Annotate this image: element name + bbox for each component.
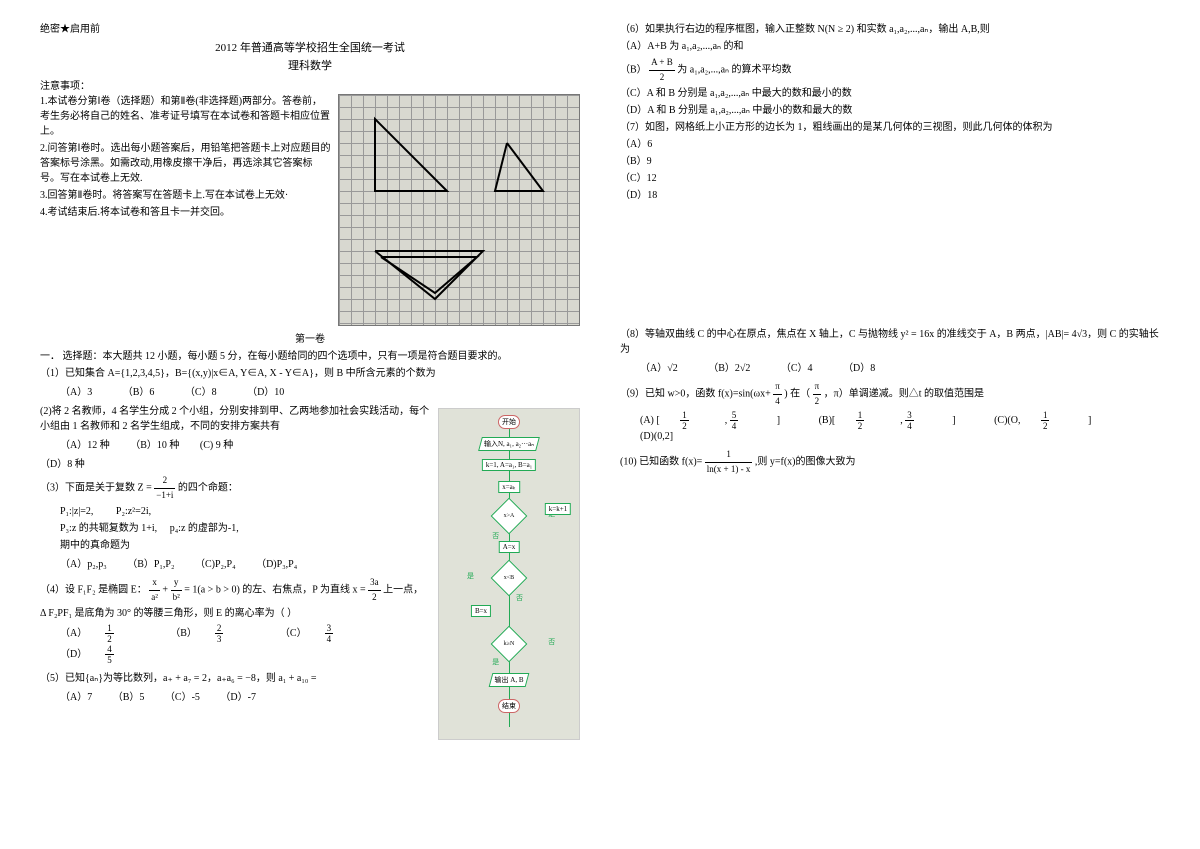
q4-opt-d: （D）45 [60, 644, 150, 665]
q8-text: （8）等轴双曲线 C 的中心在原点，焦点在 X 轴上，C 与抛物线 y² = 1… [620, 327, 1160, 357]
q7-opt-d: （D）18 [620, 188, 1160, 203]
q7-opt-b: （B）9 [620, 154, 1160, 169]
q6-opt-b: （B） A + B2 为 a₁,a₂,...,aₙ 的算术平均数 [620, 56, 1160, 84]
fc-cond-xB: x<B [491, 560, 528, 597]
q9-opt-b: (B)[ 12, 34 ] [819, 410, 974, 431]
q7-opt-a: （A）6 [620, 137, 1160, 152]
notice-head: 注意事项： [40, 77, 580, 92]
q3-frac: 2−1+i [154, 474, 175, 502]
fc-setA: A=x [499, 541, 520, 553]
fc-no-2: 否 [516, 593, 523, 603]
q1-opt-d: （D）10 [247, 383, 284, 398]
q3-opt-b: （B）P₁,P₂ [127, 555, 174, 570]
q1-opt-c: （C）8 [185, 383, 217, 398]
q1-text: （1）已知集合 A={1,2,3,4,5}，B={(x,y)|x∈A, Y∈A,… [40, 366, 580, 381]
fc-end: 结束 [498, 699, 520, 713]
fc-no-3: 否 [548, 637, 555, 647]
q2-opt-b: （B）10 种 [130, 436, 179, 451]
q10-text: (10) 已知函数 f(x)= 1ln(x + 1) - x ,则 y=f(x)… [620, 448, 1160, 476]
q3-opt-c: （C)P₂,P₄ [195, 555, 236, 570]
fc-no-1: 否 [492, 531, 499, 541]
q6-text: （6）如果执行右边的程序框图，输入正整数 N(N ≥ 2) 和实数 a₁,a₂,… [620, 22, 1160, 37]
q5-opt-c: （C）-5 [165, 688, 200, 703]
q9-text: （9）已知 w>0，函数 f(x)=sin(ωx+ π4 ) 在（ π2 ，π）… [620, 380, 1160, 408]
q3-opt-a: （A）p₂,p₃ [60, 555, 107, 570]
q4-opt-a: （A）12 [60, 623, 150, 644]
fc-start: 开始 [498, 415, 520, 429]
q7-text: （7）如图，网格纸上小正方形的边长为 1，粗线画出的是某几何体的三视图，则此几何… [620, 120, 1160, 135]
three-view-grid-figure [338, 94, 580, 326]
q2-opt-a: （A）12 种 [60, 436, 110, 451]
q6-opt-a: （A）A+B 为 a₁,a₂,...,aₙ 的和 [620, 39, 1160, 54]
exam-title: 2012 年普通高等学校招生全国统一考试 [40, 39, 580, 55]
q8-opt-b: （B）2√2 [708, 359, 750, 374]
q8-opt-d: （D）8 [843, 359, 875, 374]
q8-opt-a: （A）√2 [640, 359, 678, 374]
q6-opt-c: （C）A 和 B 分别是 a₁,a₂,...,aₙ 中最大的数和最小的数 [620, 86, 1160, 101]
flowchart-figure: 开始 输入N, a₁, a₂···aₙ k=1, A=a₁, B=a₁ x=aₖ… [438, 408, 580, 740]
fc-input: 输入N, a₁, a₂···aₙ [478, 437, 540, 451]
fc-cond-xA: x>A [491, 498, 528, 535]
q8-options: （A）√2 （B）2√2 （C）4 （D）8 [640, 359, 1160, 374]
q8-opt-c: （C）4 [781, 359, 813, 374]
fc-inc: k=k+1 [545, 503, 571, 515]
q5-opt-d: （D）-7 [220, 688, 256, 703]
triview-side [495, 143, 543, 191]
q1-opt-b: （B）6 [123, 383, 155, 398]
q9-opt-c: (C)(O, 12 ] [994, 410, 1109, 431]
q9-opt-a: (A) [ 12, 54 ] [640, 410, 798, 431]
q5-opt-b: （B）5 [113, 688, 145, 703]
fc-output: 输出 A, B [489, 673, 530, 687]
q2-opt-c: (C) 9 种 [200, 436, 233, 451]
q4-opt-c: （C）34 [280, 623, 369, 644]
fc-init: k=1, A=a₁, B=a₁ [482, 459, 536, 471]
q5-opt-a: （A）7 [60, 688, 92, 703]
part1-lead: 一． 选择题：本大题共 12 小题，每小题 5 分，在每小题给同的四个选项中，只… [40, 349, 580, 364]
part1-title: 第一卷 [40, 332, 580, 347]
exam-subject: 理科数学 [40, 57, 580, 73]
fc-assign: x=aₖ [498, 481, 520, 493]
q1-opt-a: （A）3 [60, 383, 92, 398]
q4-opt-b: （B）23 [170, 623, 259, 644]
triview-top [375, 251, 483, 299]
fc-yes-3: 是 [492, 657, 499, 667]
q9-options: (A) [ 12, 54 ] (B)[ 12, 34 ] (C)(O, 12 ]… [640, 410, 1160, 442]
triview-front [375, 119, 447, 191]
q7-opt-c: （C）12 [620, 171, 1160, 186]
fc-yes-2: 是 [467, 571, 474, 581]
q3-opt-d: （D)P₃,P₄ [256, 555, 297, 570]
fc-setB: B=x [471, 605, 491, 617]
q9-opt-d: (D)(0,2] [640, 431, 673, 442]
q1-options: （A）3 （B）6 （C）8 （D）10 [60, 383, 580, 398]
classification-label: 绝密★启用前 [40, 20, 580, 35]
q6-opt-d: （D）A 和 B 分别是 a₁,a₂,...,aₙ 中最小的数和最大的数 [620, 103, 1160, 118]
